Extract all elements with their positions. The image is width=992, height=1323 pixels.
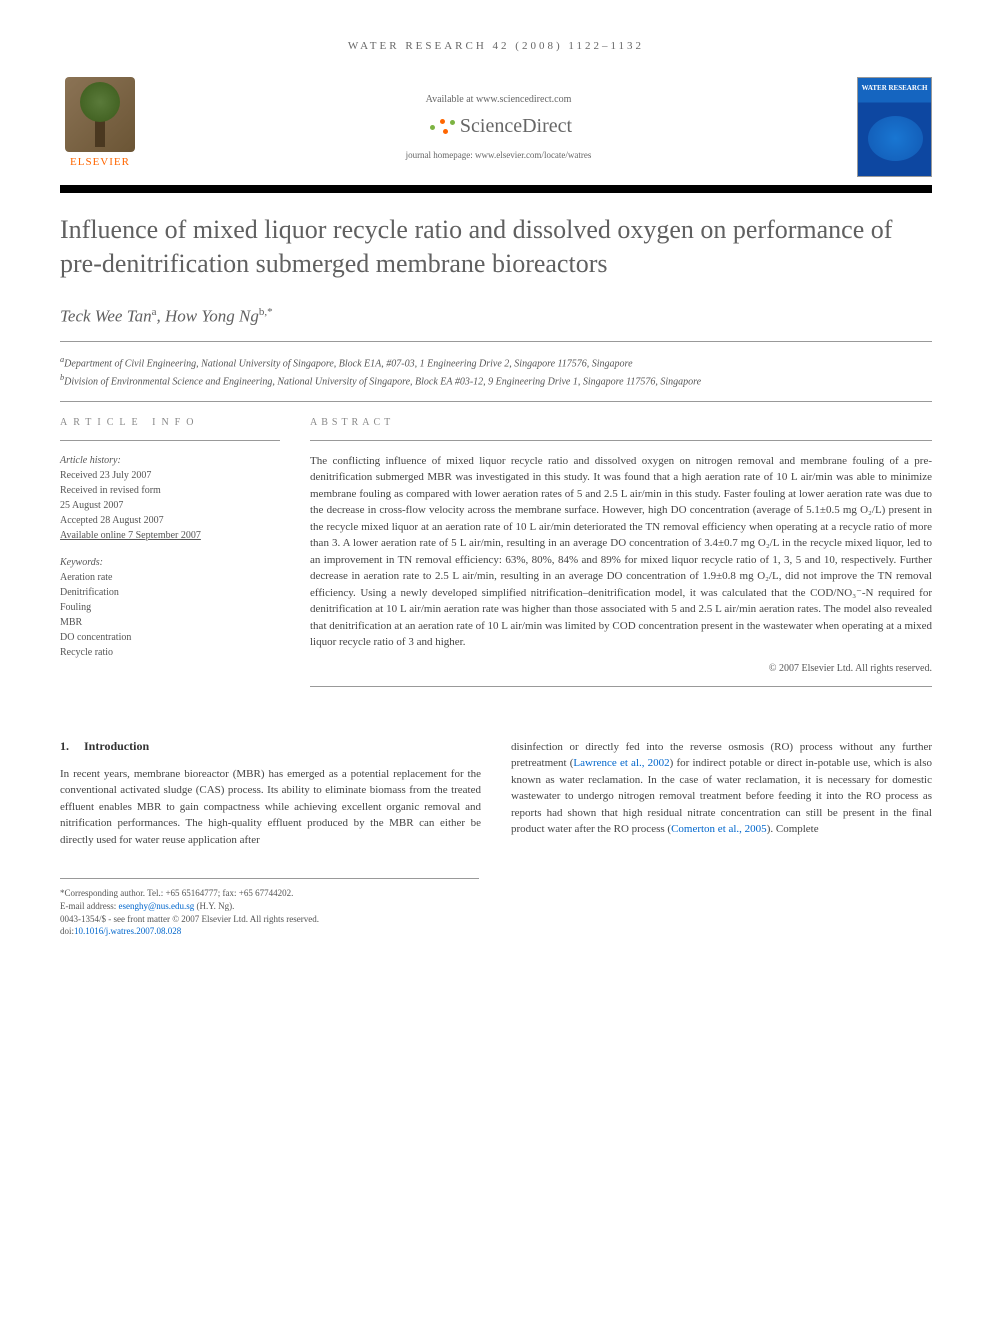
ref-link-lawrence[interactable]: Lawrence et al., 2002: [573, 757, 669, 769]
affiliations: aDepartment of Civil Engineering, Nation…: [60, 354, 932, 389]
thin-divider-abs: [310, 440, 932, 441]
received-date: Received 23 July 2007: [60, 468, 280, 483]
available-text: Available at www.sciencedirect.com: [140, 94, 857, 105]
revised-date: 25 August 2007: [60, 498, 280, 513]
corresponding-author: *Corresponding author. Tel.: +65 6516477…: [60, 887, 479, 900]
intro-heading: 1. Introduction: [60, 739, 481, 754]
thin-divider-1: [60, 341, 932, 342]
intro-text-col2: disinfection or directly fed into the re…: [511, 739, 932, 838]
article-title: Influence of mixed liquor recycle ratio …: [60, 213, 932, 281]
doi-link[interactable]: 10.1016/j.watres.2007.08.028: [74, 926, 181, 936]
journal-cover-label: WATER RESEARCH: [862, 84, 928, 92]
authors: Teck Wee Tana, How Yong Ngb,*: [60, 306, 932, 327]
journal-cover[interactable]: WATER RESEARCH: [857, 77, 932, 177]
homepage-text: journal homepage: www.elsevier.com/locat…: [140, 150, 857, 160]
keyword-3: MBR: [60, 615, 280, 630]
thick-divider: [60, 185, 932, 193]
keyword-2: Fouling: [60, 600, 280, 615]
accepted-date: Accepted 28 August 2007: [60, 513, 280, 528]
intro-section: 1. Introduction In recent years, membran…: [60, 739, 932, 849]
online-date: Available online 7 September 2007: [60, 528, 280, 543]
sciencedirect-dots-icon: [425, 117, 455, 137]
abstract-col: ABSTRACT The conflicting influence of mi…: [310, 417, 932, 699]
intro-col-left: 1. Introduction In recent years, membran…: [60, 739, 481, 849]
affiliation-b: bDivision of Environmental Science and E…: [60, 372, 932, 389]
corresponding-star: *: [267, 306, 273, 318]
elsevier-label: ELSEVIER: [70, 156, 130, 168]
abstract-text: The conflicting influence of mixed liquo…: [310, 453, 932, 651]
elsevier-logo[interactable]: ELSEVIER: [60, 77, 140, 177]
affiliation-a: aDepartment of Civil Engineering, Nation…: [60, 354, 932, 371]
intro-col-right: disinfection or directly fed into the re…: [511, 739, 932, 849]
ref-link-comerton[interactable]: Comerton et al., 2005: [671, 823, 767, 835]
front-matter: 0043-1354/$ - see front matter © 2007 El…: [60, 913, 479, 926]
article-info-col: ARTICLE INFO Article history: Received 2…: [60, 417, 280, 699]
author-2: , How Yong Ng: [157, 306, 259, 325]
center-banner: Available at www.sciencedirect.com Scien…: [140, 94, 857, 160]
keywords-label: Keywords:: [60, 555, 280, 570]
sciencedirect-text: ScienceDirect: [460, 115, 572, 138]
keyword-1: Denitrification: [60, 585, 280, 600]
email-link[interactable]: esenghy@nus.edu.sg: [118, 901, 194, 911]
intro-text-col1: In recent years, membrane bioreactor (MB…: [60, 766, 481, 849]
abstract-heading: ABSTRACT: [310, 417, 932, 428]
author-1: Teck Wee Tan: [60, 306, 152, 325]
article-info-heading: ARTICLE INFO: [60, 417, 280, 428]
intro-heading-text: Introduction: [84, 739, 149, 753]
email-line: E-mail address: esenghy@nus.edu.sg (H.Y.…: [60, 900, 479, 913]
thin-divider-2: [60, 401, 932, 402]
revised-label: Received in revised form: [60, 483, 280, 498]
thin-divider-abs2: [310, 686, 932, 687]
history-label: Article history:: [60, 453, 280, 468]
info-abstract-row: ARTICLE INFO Article history: Received 2…: [60, 417, 932, 699]
sciencedirect-logo[interactable]: ScienceDirect: [140, 115, 857, 138]
thin-divider-info: [60, 440, 280, 441]
article-info-body: Article history: Received 23 July 2007 R…: [60, 453, 280, 660]
doi-line: doi:10.1016/j.watres.2007.08.028: [60, 925, 479, 938]
keyword-4: DO concentration: [60, 630, 280, 645]
author-2-sup: b,: [259, 306, 267, 318]
keyword-0: Aeration rate: [60, 570, 280, 585]
abstract-copyright: © 2007 Elsevier Ltd. All rights reserved…: [310, 663, 932, 674]
journal-header: WATER RESEARCH 42 (2008) 1122–1132: [60, 40, 932, 52]
keyword-5: Recycle ratio: [60, 645, 280, 660]
elsevier-tree-icon: [65, 77, 135, 152]
intro-number: 1.: [60, 739, 69, 753]
top-banner: ELSEVIER Available at www.sciencedirect.…: [60, 77, 932, 177]
footnotes: *Corresponding author. Tel.: +65 6516477…: [60, 878, 479, 937]
